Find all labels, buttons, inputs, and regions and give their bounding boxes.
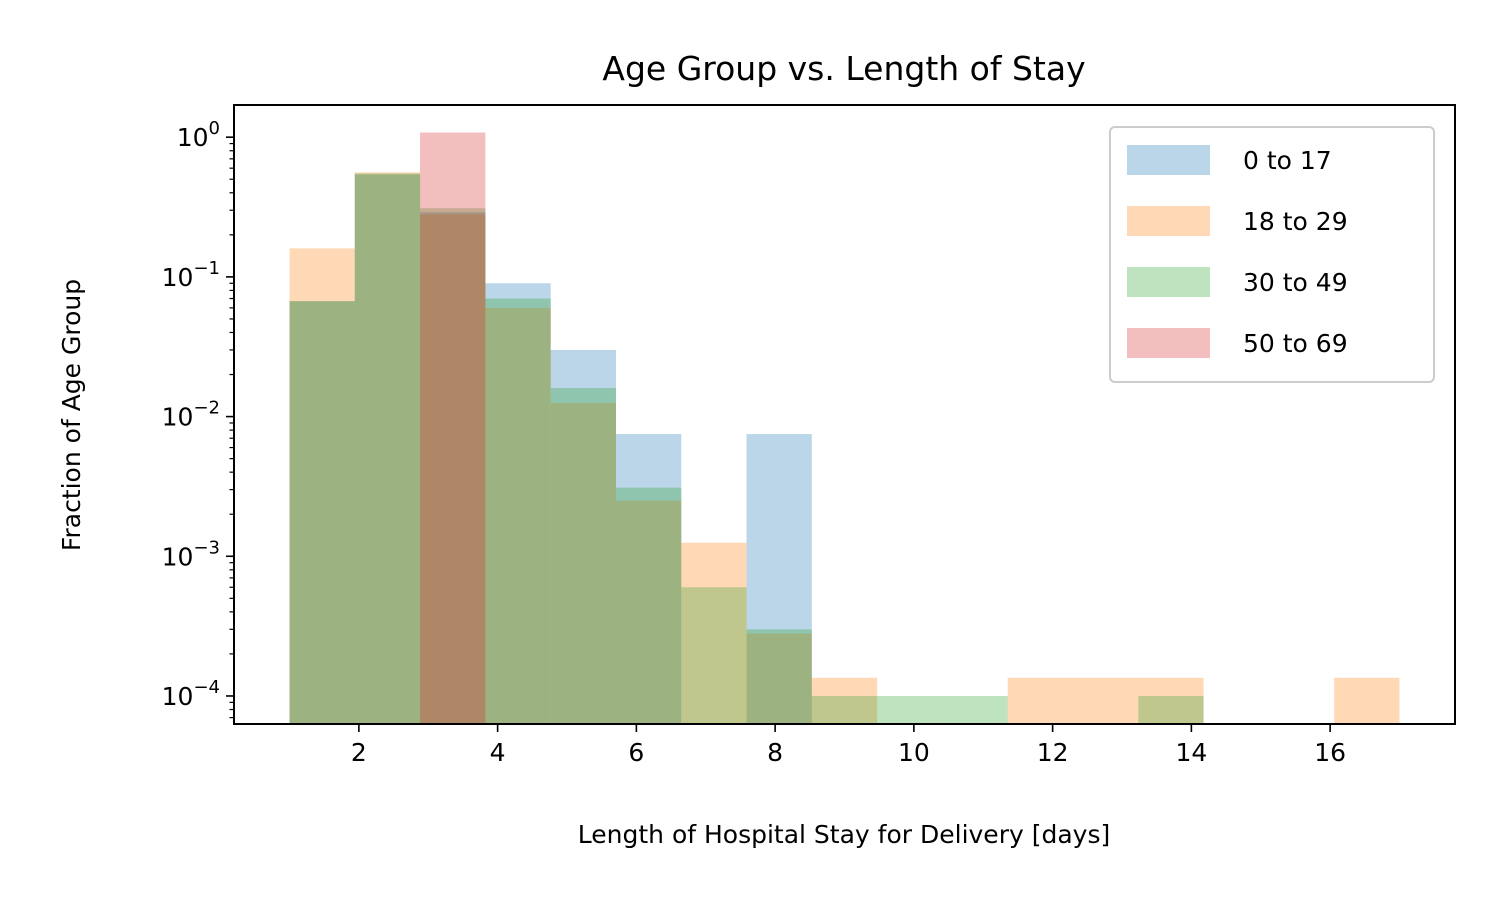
plot-frame	[233, 104, 1456, 725]
x-tick-label: 6	[628, 738, 644, 767]
bar-series-1-bin-5	[615, 500, 682, 724]
bars-layer	[289, 132, 1400, 725]
bar-series-0-bin-2	[420, 212, 486, 725]
bar-series-0-bin-7	[746, 434, 812, 724]
y-tick-label: 100	[177, 118, 220, 152]
bar-series-2-bin-13	[1138, 695, 1204, 724]
bar-series-2-bin-1	[354, 173, 421, 724]
bar-series-2-bin-2	[420, 208, 486, 724]
legend-swatch-2	[1127, 267, 1210, 297]
x-tick-label: 14	[1175, 738, 1207, 767]
bar-series-0-bin-5	[615, 434, 682, 724]
bar-series-1-bin-4	[550, 403, 616, 724]
bar-series-1-bin-6	[681, 542, 747, 724]
legend-swatch-3	[1127, 328, 1210, 358]
bar-series-1-bin-1	[354, 172, 421, 724]
bar-series-0-bin-4	[550, 349, 616, 724]
bar-series-1-bin-11	[1007, 677, 1074, 724]
bar-series-2-bin-4	[550, 388, 616, 724]
bar-series-2-bin-0	[289, 301, 355, 724]
bar-series-1-bin-8	[811, 677, 878, 724]
legend-label-2: 30 to 49	[1243, 268, 1348, 297]
bar-series-1-bin-3	[485, 307, 551, 724]
x-tick-label: 16	[1314, 738, 1346, 767]
y-tick-label: 10−2	[162, 398, 220, 432]
x-axis-label: Length of Hospital Stay for Delivery [da…	[578, 820, 1110, 849]
bar-series-0-bin-1	[354, 174, 421, 724]
legend-label-3: 50 to 69	[1243, 329, 1348, 358]
legend-swatch-0	[1127, 145, 1210, 175]
y-tick-label: 10−4	[162, 677, 220, 711]
legend-swatch-1	[1127, 206, 1210, 236]
bar-series-1-bin-16	[1334, 677, 1400, 724]
bar-series-2-bin-6	[681, 587, 747, 724]
bar-series-1-bin-7	[746, 633, 812, 724]
legend-frame	[1109, 126, 1435, 383]
chart-title: Age Group vs. Length of Stay	[602, 49, 1085, 88]
legend-label-0: 0 to 17	[1243, 146, 1332, 175]
legend-label-1: 18 to 29	[1243, 207, 1348, 236]
bar-series-2-bin-5	[615, 487, 682, 724]
x-axis: 2 4 6 8 10 12 14 16	[351, 724, 1346, 767]
y-axis: 100 10−1 10−2 10−3 10−4	[162, 118, 234, 719]
bar-series-1-bin-0	[289, 248, 355, 724]
bar-series-2-bin-10	[942, 695, 1008, 724]
bar-series-2-bin-7	[746, 629, 812, 724]
bar-series-2-bin-9	[877, 695, 943, 724]
bar-series-2-bin-8	[811, 695, 878, 724]
bar-series-2-bin-3	[485, 298, 551, 724]
y-axis-label: Fraction of Age Group	[57, 279, 86, 551]
x-tick-label: 2	[351, 738, 367, 767]
x-tick-label: 12	[1037, 738, 1069, 767]
x-tick-label: 10	[898, 738, 930, 767]
bar-series-3-bin-2	[420, 132, 486, 724]
bar-series-1-bin-12	[1073, 677, 1139, 724]
bar-series-1-bin-13	[1138, 677, 1204, 724]
bar-series-0-bin-0	[289, 301, 355, 724]
x-tick-label: 8	[767, 738, 783, 767]
y-tick-label: 10−3	[162, 537, 220, 571]
y-tick-label: 10−1	[162, 258, 220, 292]
bar-series-1-bin-2	[420, 214, 486, 725]
x-tick-label: 4	[490, 738, 506, 767]
legend: 0 to 17 18 to 29 30 to 49 50 to 69	[1109, 126, 1435, 383]
bar-series-0-bin-3	[485, 283, 551, 724]
